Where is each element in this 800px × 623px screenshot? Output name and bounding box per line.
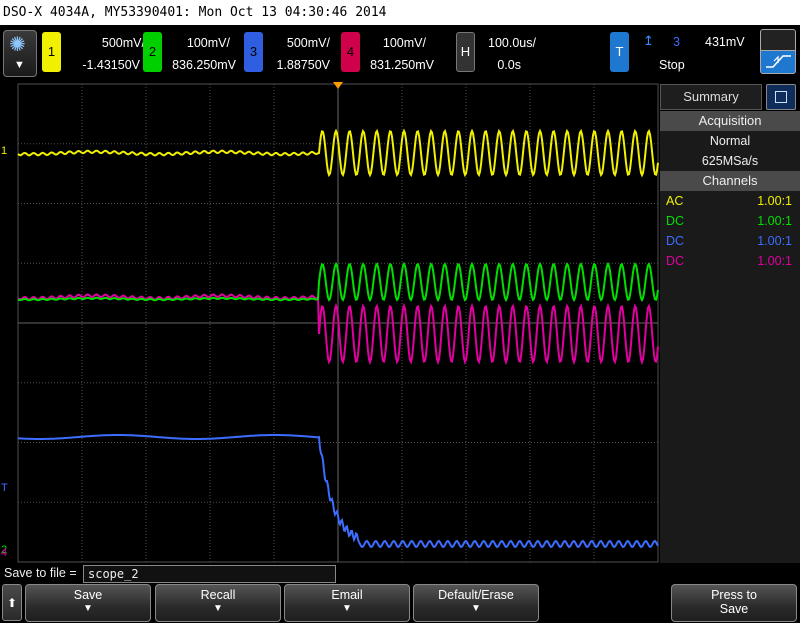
save-softkey[interactable]: Save ▼ — [25, 584, 151, 622]
title-bar: DSO-X 4034A, MY53390401: Mon Oct 13 04:3… — [0, 0, 800, 25]
back-up-button[interactable]: ⬆ — [2, 584, 22, 621]
channel-summary-row: DC 1.00:1 — [660, 211, 800, 231]
probe-ratio: 1.00:1 — [757, 234, 792, 248]
channels-heading: Channels — [660, 171, 800, 191]
side-panel: Summary Acquisition Normal 625MSa/s Chan… — [660, 84, 800, 563]
channel-1-ground-marker: 1 — [1, 145, 7, 157]
chevron-down-icon: ▼ — [14, 59, 25, 71]
channel-4-trace — [17, 293, 659, 366]
edge-trigger-icon — [766, 55, 791, 68]
channel-4-button[interactable]: 4 — [341, 32, 360, 72]
recall-softkey[interactable]: Recall ▼ — [155, 584, 281, 622]
coupling: DC — [666, 214, 685, 228]
save-to-file-label: Save to file = — [4, 566, 77, 580]
channel-summary-row: AC 1.00:1 — [660, 191, 800, 211]
channel-4-offset: 831.250mV — [370, 58, 434, 72]
save-bar: Save to file = scope_2 — [0, 564, 800, 584]
rising-edge-icon: ↥ — [643, 33, 654, 48]
channel-summary-row: DC 1.00:1 — [660, 251, 800, 271]
email-softkey[interactable]: Email ▼ — [284, 584, 410, 622]
acquisition-mode: Normal — [709, 134, 751, 148]
probe-ratio: 1.00:1 — [757, 214, 792, 228]
horizontal-scale: 100.0us/ — [488, 36, 536, 50]
tab-summary[interactable]: Summary — [660, 84, 762, 110]
channel-3-button[interactable]: 3 — [244, 32, 263, 72]
probe-ratio: 1.00:1 — [757, 254, 792, 268]
main-menu-button[interactable]: ✺ ▼ — [3, 30, 37, 77]
panel-menu-icon[interactable] — [766, 84, 796, 110]
channel-3-offset: 1.88750V — [276, 58, 330, 72]
keysight-logo-icon: ✺ — [9, 34, 26, 56]
trigger-source: 3 — [673, 35, 680, 49]
channel-2-ground-marker: 2 — [1, 544, 7, 556]
channel-2-offset: 836.250mV — [172, 58, 236, 72]
channel-4-scale: 100mV/ — [382, 36, 426, 50]
probe-ratio: 1.00:1 — [757, 194, 792, 208]
down-arrow-icon: ▼ — [342, 603, 352, 614]
trigger-button[interactable]: T — [610, 32, 629, 72]
channel-1-trace — [17, 128, 659, 178]
run-status: Stop — [659, 58, 685, 72]
channel-1-button[interactable]: 1 — [42, 32, 61, 72]
acquisition-heading: Acquisition — [660, 111, 800, 131]
horizontal-delay: 0.0s — [497, 58, 521, 72]
coupling: DC — [666, 254, 685, 268]
press-to-save-softkey[interactable]: Press to Save — [671, 584, 797, 622]
trigger-level-marker: T — [1, 482, 8, 494]
trigger-mode-button[interactable] — [760, 29, 796, 77]
trigger-position-marker — [333, 82, 343, 89]
horizontal-button[interactable]: H — [456, 32, 475, 72]
filename-field[interactable]: scope_2 — [83, 565, 336, 583]
channel-summary-row: DC 1.00:1 — [660, 231, 800, 251]
sample-rate: 625MSa/s — [701, 154, 759, 168]
default-erase-softkey[interactable]: Default/Erase ▼ — [413, 584, 539, 622]
channel-2-trace — [17, 261, 659, 303]
channel-4-ground-marker: 4 — [1, 547, 7, 559]
channel-1-scale: 500mV/ — [101, 36, 145, 50]
channel-2-button[interactable]: 2 — [143, 32, 162, 72]
coupling: AC — [666, 194, 684, 208]
waveform-canvas: 1 T 24 — [1, 82, 659, 563]
status-header: ✺ ▼ 1 500mV/ -1.43150V 2 100mV/ 836.250m… — [0, 25, 800, 82]
down-arrow-icon: ▼ — [213, 603, 223, 614]
channel-2-scale: 100mV/ — [186, 36, 230, 50]
down-arrow-icon: ▼ — [83, 603, 93, 614]
trigger-level: 431mV — [705, 35, 745, 49]
channel-3-trace — [17, 434, 659, 549]
channel-3-scale: 500mV/ — [286, 36, 330, 50]
softkey-bar: ⬆ Save ▼ Recall ▼ Email ▼ Default/Erase ▼ Pr… — [0, 584, 800, 623]
down-arrow-icon: ▼ — [471, 603, 481, 614]
coupling: DC — [666, 234, 685, 248]
channel-1-offset: -1.43150V — [82, 58, 140, 72]
